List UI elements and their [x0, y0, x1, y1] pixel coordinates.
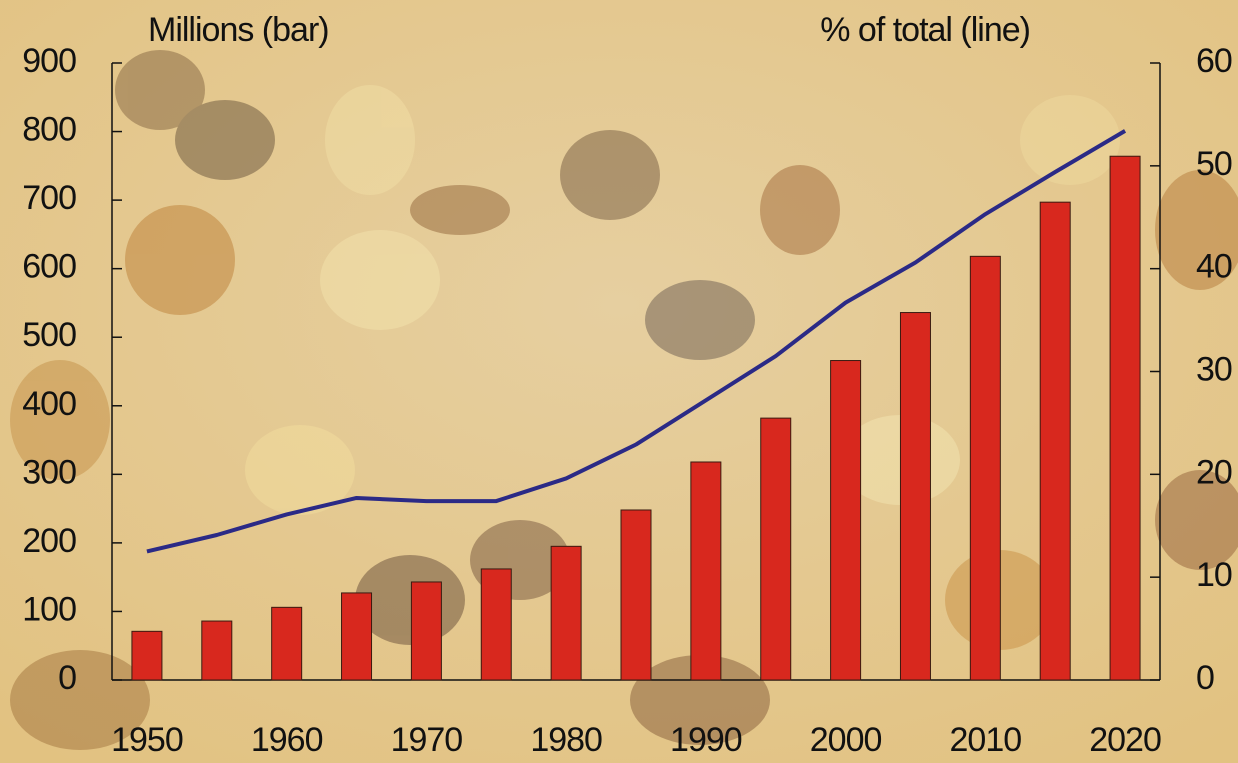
y-tick-label: 200	[22, 522, 76, 560]
y-tick-label: 300	[22, 453, 76, 491]
x-tick-label: 1970	[391, 721, 463, 759]
bar	[899, 312, 931, 681]
bar	[480, 568, 512, 681]
x-tick-label: 2010	[950, 721, 1022, 759]
y-tick-label: 0	[58, 659, 76, 697]
bar	[201, 620, 233, 681]
y2-tick-label: 20	[1196, 453, 1232, 491]
bar	[550, 545, 582, 681]
y-tick-label: 500	[22, 316, 76, 354]
bar	[830, 360, 862, 681]
x-tick-label: 2000	[810, 721, 882, 759]
bar	[969, 255, 1001, 681]
x-tick-label: 1960	[251, 721, 323, 759]
bar	[341, 592, 373, 681]
y-tick-label: 700	[22, 179, 76, 217]
bar	[690, 461, 722, 681]
y-axis-label: Millions (bar)	[148, 11, 329, 49]
y-tick-label: 600	[22, 248, 76, 286]
bar	[1109, 155, 1141, 681]
bar	[760, 417, 792, 681]
y-tick-label: 800	[22, 111, 76, 149]
x-tick-label: 1950	[111, 721, 183, 759]
y2-axis-label: % of total (line)	[820, 11, 1030, 49]
x-tick-label: 1980	[530, 721, 602, 759]
line	[146, 129, 1127, 554]
y2-tick-label: 40	[1196, 248, 1232, 286]
y2-tick-label: 60	[1196, 42, 1232, 80]
y-tick-label: 900	[22, 42, 76, 80]
y2-tick-label: 0	[1196, 659, 1214, 697]
bar	[620, 509, 652, 681]
bar	[131, 630, 163, 681]
y2-tick-label: 30	[1196, 350, 1232, 388]
y-tick-label: 400	[22, 385, 76, 423]
y-tick-label: 100	[22, 590, 76, 628]
bar	[271, 606, 303, 681]
x-tick-label: 1990	[670, 721, 742, 759]
y2-tick-label: 50	[1196, 145, 1232, 183]
y2-tick-label: 10	[1196, 556, 1232, 594]
bar	[410, 581, 442, 681]
x-tick-label: 2020	[1089, 721, 1161, 759]
bar	[1039, 201, 1071, 681]
